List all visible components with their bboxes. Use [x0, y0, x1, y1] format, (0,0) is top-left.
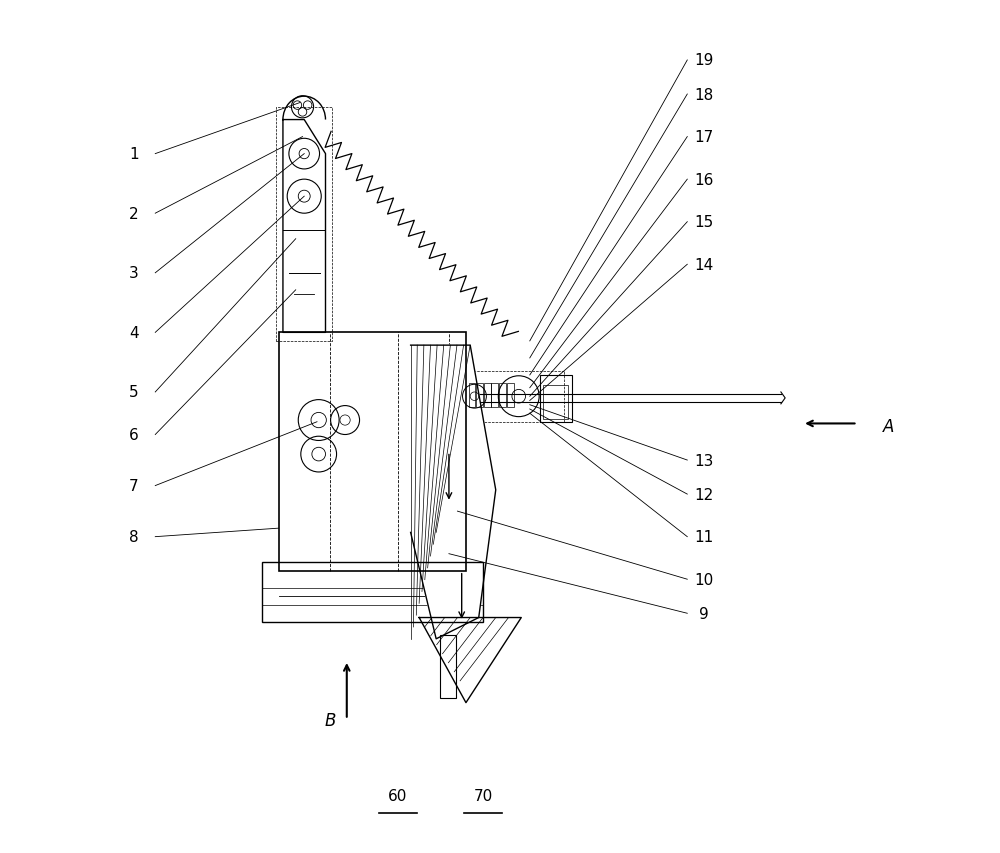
Polygon shape	[419, 618, 521, 703]
Bar	[279, 333, 466, 571]
Bar	[543, 386, 568, 420]
Text: 16: 16	[695, 172, 714, 188]
Bar	[440, 635, 456, 699]
Text: 6: 6	[129, 427, 139, 443]
Text: 19: 19	[695, 54, 714, 68]
Text: 60: 60	[388, 788, 408, 804]
Text: 2: 2	[129, 206, 139, 222]
Text: 5: 5	[129, 385, 139, 400]
Text: 70: 70	[473, 788, 493, 804]
Text: 7: 7	[129, 479, 139, 494]
Text: 11: 11	[695, 530, 714, 544]
Text: 3: 3	[129, 266, 139, 281]
Text: 9: 9	[699, 606, 709, 621]
Text: B: B	[324, 711, 335, 729]
Bar	[262, 562, 483, 622]
Text: 10: 10	[695, 572, 714, 587]
Bar	[484, 384, 491, 408]
Bar	[540, 375, 572, 422]
Text: A: A	[883, 417, 894, 436]
Polygon shape	[411, 345, 496, 639]
Text: 4: 4	[129, 326, 139, 340]
Text: 15: 15	[695, 215, 714, 230]
Bar	[499, 384, 506, 408]
Text: 17: 17	[695, 130, 714, 145]
Bar	[507, 384, 514, 408]
Text: 13: 13	[695, 453, 714, 468]
Bar	[491, 384, 498, 408]
Bar	[469, 384, 475, 408]
Text: 8: 8	[129, 530, 139, 544]
Text: 18: 18	[695, 87, 714, 102]
Text: 12: 12	[695, 487, 714, 502]
Text: 14: 14	[695, 258, 714, 272]
Bar	[476, 384, 483, 408]
Text: 1: 1	[129, 147, 139, 162]
